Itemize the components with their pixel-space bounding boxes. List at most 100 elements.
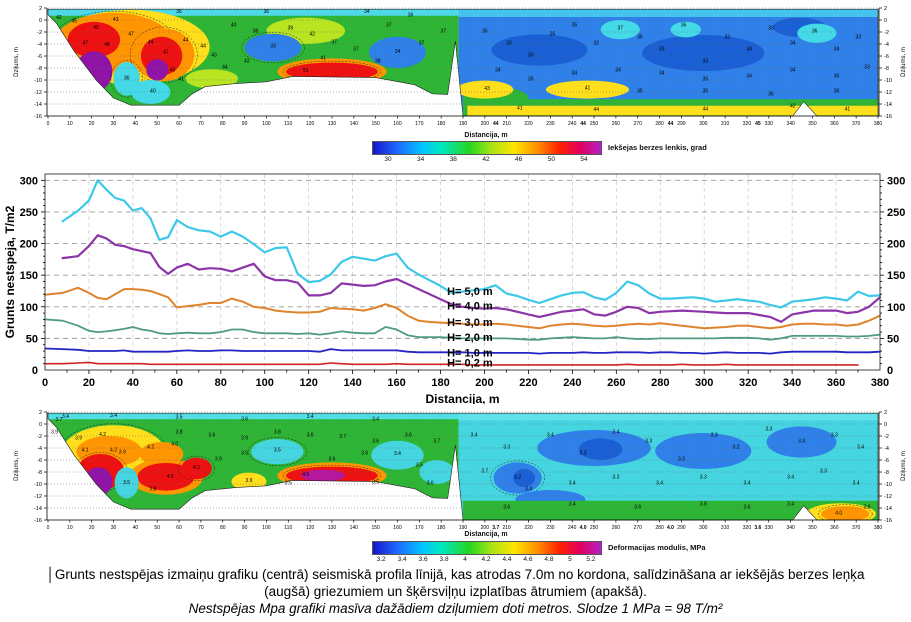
contour-value-label: 32 xyxy=(593,41,599,47)
caption-line-3: Nestspējas Mpa grafiki masīva dažādiem d… xyxy=(188,601,723,616)
distance-tick-label: 330 xyxy=(765,121,774,127)
colorbar-tick-label: 4.4 xyxy=(502,556,512,563)
contour-value-label: 3.4 xyxy=(787,502,794,508)
deformation-modulus-colorbar: 3.2 3.4 3.6 3.8 4 4.2 4.4 4.6 4.8 5 5.2 Deformacij… xyxy=(372,541,706,565)
series-label: H= 4,0 m xyxy=(447,301,493,313)
x-tick-label: 380 xyxy=(871,377,889,389)
distance-tick-label: 250 xyxy=(590,525,599,531)
distance-tick-label: 300 xyxy=(699,525,708,531)
contour-value-label: 51 xyxy=(303,68,309,74)
distance-tick-label: 50 xyxy=(154,121,160,127)
y-tick-label-right: 0 xyxy=(887,365,893,377)
contour-value-label: 33 xyxy=(725,35,731,41)
depth-tick-label: -2 xyxy=(37,30,42,36)
colorbar-label: Iekšejas berzes lenkis, grad xyxy=(608,143,707,152)
contour-value-label: 44 xyxy=(593,107,599,113)
x-tick-label: 180 xyxy=(431,377,449,389)
depth-tick-label: -12 xyxy=(884,90,892,96)
distance-tick-label: 10 xyxy=(67,121,73,127)
y-tick-label-right: 200 xyxy=(887,239,905,251)
x-tick-label: 220 xyxy=(519,377,537,389)
contour-value-label: 3.4 xyxy=(394,451,401,457)
contour-value-label: 3.4 xyxy=(110,413,117,419)
y-axis-title-right: Dziļums, m xyxy=(901,451,907,481)
contour-value-label: 35 xyxy=(550,32,556,38)
depth-tick-label: -10 xyxy=(34,78,42,84)
contour-value-label: 3.4 xyxy=(853,481,860,487)
distance-tick-label: 70 xyxy=(198,525,204,531)
distance-tick-label: 10 xyxy=(67,525,73,531)
series-label: H= 3,0 m xyxy=(447,317,493,329)
contour-value-label: 3.4 xyxy=(525,487,532,493)
contour-value-label: 3.6 xyxy=(427,481,434,487)
colorbar-gradient xyxy=(372,541,602,555)
distance-tick-label: 220 xyxy=(524,121,533,127)
depth-tick-label: 2 xyxy=(884,6,887,12)
section-fill xyxy=(48,413,878,521)
contour-value-label: 3.9 xyxy=(75,436,82,442)
distance-tick-label: 170 xyxy=(415,525,424,531)
depth-tick-label: 2 xyxy=(39,410,42,416)
contour-value-label: 4.0 xyxy=(835,511,842,517)
contour-value-label: 47 xyxy=(128,32,134,38)
x-tick-label: 240 xyxy=(563,377,581,389)
contour-value-label: 4.2 xyxy=(110,448,117,454)
contour-value-label: 3.4 xyxy=(612,430,619,436)
colorbar-tick-label: 4.2 xyxy=(481,556,491,563)
contour-value-label: 3.6 xyxy=(361,451,368,457)
depth-tick-label: -14 xyxy=(34,102,42,108)
contour-value-label: 38 xyxy=(253,29,259,35)
contour-value-label: 44 xyxy=(200,44,206,50)
distance-tick-label: 0 xyxy=(47,525,50,531)
contour-value-label: 42 xyxy=(790,104,796,110)
section-fill xyxy=(48,9,878,117)
colorbar-tick-label: 3.8 xyxy=(439,556,449,563)
distance-tick-label: 350 xyxy=(808,525,817,531)
colorbar-ticks: 3.2 3.4 3.6 3.8 4 4.2 4.4 4.6 4.8 5 5.2 xyxy=(372,555,600,565)
distance-tick-label: 50 xyxy=(154,525,160,531)
contour-value-label: 36 xyxy=(768,92,774,98)
contour-value-label: 3.9 xyxy=(215,457,222,463)
y-tick-label: 250 xyxy=(20,207,38,219)
contour-value-label: 3.3 xyxy=(503,445,510,451)
depth-tick-label: 2 xyxy=(884,410,887,416)
depth-tick-label: -16 xyxy=(884,114,892,120)
distance-tick-label: 80 xyxy=(220,121,226,127)
figure-caption: │Grunts nestspējas izmaiņu grafiku (cent… xyxy=(0,566,911,617)
contour-value-label: 3.5 xyxy=(176,415,183,421)
contour-value-label: 37 xyxy=(386,23,392,29)
depth-tick-label: -12 xyxy=(884,494,892,500)
distance-tick-label: 130 xyxy=(328,121,337,127)
depth-tick-label: -10 xyxy=(34,482,42,488)
contour-value-label: 3.4 xyxy=(743,481,750,487)
distance-tick-label: 110 xyxy=(284,525,292,531)
distance-tick-label: 380 xyxy=(874,121,883,127)
series-line-30 xyxy=(44,286,881,330)
contour-value-label: 3.8 xyxy=(149,487,156,493)
contour-value-label: 45 xyxy=(170,68,176,74)
distance-tick-label: 220 xyxy=(524,525,533,531)
y-tick-label-right: 50 xyxy=(887,333,899,345)
distance-tick-label: 110 xyxy=(284,121,292,127)
colorbar-tick-label: 4.6 xyxy=(523,556,533,563)
x-tick-label: 260 xyxy=(607,377,625,389)
distance-tick-label: 140 xyxy=(350,525,359,531)
x-tick-label: 300 xyxy=(695,377,713,389)
depth-tick-label: -6 xyxy=(37,458,42,464)
colorbar-tick-label: 4 xyxy=(463,556,467,563)
contour-value-label: 34 xyxy=(790,41,796,47)
distance-tick-label: 30 xyxy=(111,525,117,531)
contour-value-label: 34 xyxy=(834,47,840,53)
contour-value-label: 44 xyxy=(148,39,154,45)
contour-value-label: 3.5 xyxy=(241,451,248,457)
colorbar-tick-label: 4.8 xyxy=(544,556,554,563)
friction-angle-section-plot: 42 45 45 43 47 47 48 44 47 44 44 43 45 36 40 41 44 43 33 38… xyxy=(14,6,907,127)
colorbar-tick-label: 50 xyxy=(547,156,555,163)
contour-value-label: 4.1 xyxy=(82,448,89,454)
contour-value-label: 37 xyxy=(419,41,425,47)
distance-tick-label: 60 xyxy=(176,525,182,531)
depth-tick-label: -8 xyxy=(37,470,42,476)
distance-tick-label: 270 xyxy=(634,525,643,531)
contour-value-label: 44 xyxy=(222,65,228,71)
